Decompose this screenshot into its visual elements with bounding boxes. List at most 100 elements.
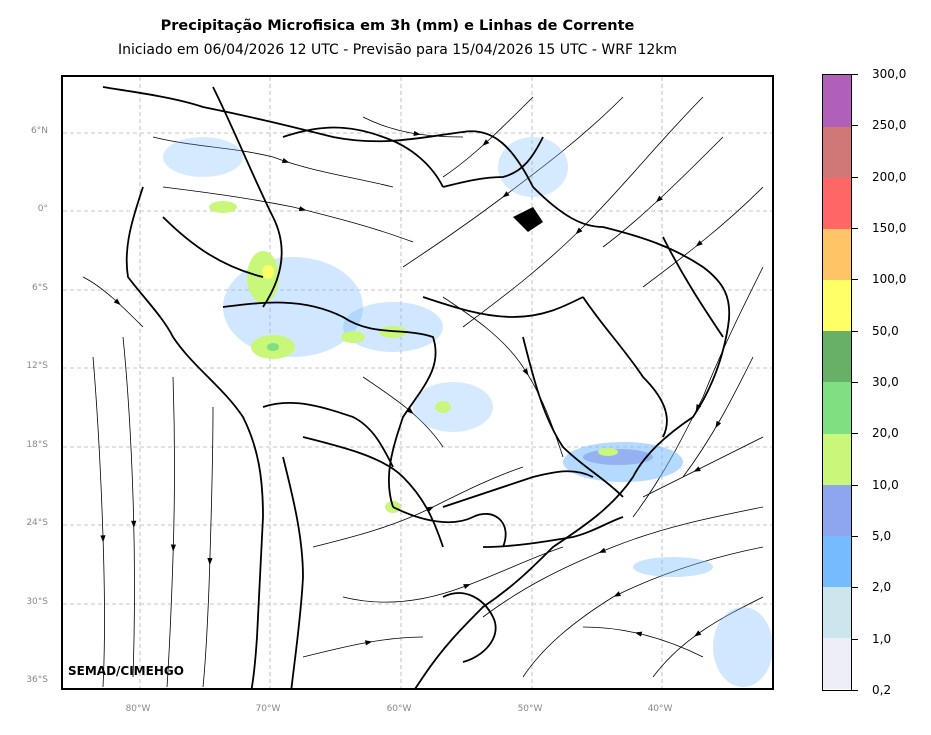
streamline <box>166 376 175 688</box>
streamline <box>682 356 754 478</box>
colorbar-level-label: 100,0 <box>872 272 907 287</box>
border-guianas <box>442 136 544 188</box>
streamline-arrow-icon <box>298 206 307 212</box>
border-brazil-states-6 <box>482 516 624 548</box>
colorbar-segment <box>823 535 851 588</box>
colorbar-level-label: 30,0 <box>872 375 899 389</box>
colorbar-segment <box>823 126 851 178</box>
colorbar-segment <box>823 75 851 127</box>
streamline-arrow-icon <box>694 630 702 637</box>
colorbar-segment <box>823 586 851 639</box>
border-brazil-states-5 <box>442 470 594 508</box>
streamline-arrow-icon <box>365 640 373 646</box>
map-subtitle: Iniciado em 06/04/2026 12 UTC - Previsão… <box>117 42 678 58</box>
border-argentina-north <box>302 436 444 548</box>
colorbar-tick <box>852 330 858 332</box>
precip-area-intense <box>262 265 274 279</box>
colorbar-segment <box>823 177 851 229</box>
streamline <box>522 546 764 678</box>
streamline <box>82 276 144 328</box>
streamline <box>152 136 394 188</box>
precip-area-light <box>498 137 568 197</box>
lat-label-6n: 6°N <box>31 126 48 136</box>
streamline <box>602 136 724 248</box>
colorbar-tick <box>852 382 858 383</box>
andes-border <box>212 86 283 308</box>
gridlines <box>63 77 772 688</box>
colorbar-segment <box>823 382 851 434</box>
streamline <box>202 406 214 688</box>
credit-label: SEMAD/CIMEHGO <box>68 664 184 678</box>
streamline <box>442 296 564 458</box>
colorbar-tick <box>852 228 858 229</box>
precip-area-heavy <box>341 331 365 343</box>
lat-label-24s: 24°S <box>26 518 48 528</box>
border-argentina-chile <box>282 456 304 688</box>
streamline <box>582 626 704 658</box>
streamline-arrow-icon <box>463 584 471 590</box>
lon-label-50w: 50°W <box>517 704 543 714</box>
country-borders <box>102 86 731 688</box>
lat-label-36s: 36°S <box>26 675 48 685</box>
streamline <box>312 466 524 548</box>
colorbar-tick <box>852 279 858 281</box>
border-brazil-states-4 <box>662 236 724 338</box>
precip-area-intense <box>267 343 279 351</box>
colorbar-level-label: 1,0 <box>872 631 892 646</box>
precip-area-heavy <box>435 401 451 413</box>
south-america-coastline <box>102 86 731 688</box>
precip-area-light <box>163 137 243 177</box>
streamline-arrow-icon <box>281 158 290 163</box>
colorbar-level-label: 300,0 <box>872 67 907 81</box>
streamline-arrow-icon <box>170 544 176 552</box>
streamline-arrow-icon <box>131 520 137 528</box>
precipitation-streamline-map <box>63 77 772 688</box>
streamline <box>362 376 444 448</box>
lon-label-40w: 40°W <box>647 704 673 714</box>
lat-label-18s: 18°S <box>26 440 48 450</box>
colorbar-segment <box>823 484 851 536</box>
colorbar-segment <box>823 637 851 690</box>
colorbar-level-label: 20,0 <box>872 426 899 441</box>
streamline <box>482 506 764 618</box>
colorbar-level-label: 0,2 <box>872 683 892 697</box>
streamline-arrow-icon <box>598 547 607 553</box>
colorbar-level-label: 50,0 <box>872 323 899 338</box>
colorbar-tick <box>852 587 858 589</box>
streamline <box>632 266 764 518</box>
streamline <box>642 436 764 498</box>
streamline-arrow-icon <box>207 558 213 566</box>
colorbar-level-label: 250,0 <box>872 118 907 133</box>
lat-label-12s: 12°S <box>26 361 48 371</box>
border-bolivia <box>262 401 394 468</box>
streamline <box>342 546 564 603</box>
streamline-arrow-icon <box>634 631 643 637</box>
streamline-arrow-icon <box>695 403 702 412</box>
amazon-river-mouth <box>513 207 543 232</box>
streamline <box>362 116 464 138</box>
border-paraguay <box>392 506 507 548</box>
colorbar-segment <box>823 228 851 281</box>
streamline-arrow-icon <box>655 195 663 203</box>
streamline <box>442 96 534 178</box>
streamline-arrow-icon <box>693 466 701 472</box>
map-title: Precipitação Microfisica em 3h (mm) e Li… <box>160 18 635 34</box>
border-venezuela <box>282 126 444 188</box>
colorbar-level-label: 2,0 <box>872 580 892 595</box>
streamline-arrow-icon <box>715 420 722 429</box>
streamline-arrow-icon <box>502 191 510 198</box>
colorbar-tick <box>852 484 858 486</box>
streamline-arrow-icon <box>695 240 703 247</box>
streamline <box>162 186 414 243</box>
colorbar-level-label: 150,0 <box>872 221 907 235</box>
colorbar-segment <box>823 330 851 383</box>
streamline <box>92 356 105 688</box>
colorbar-level-label: 10,0 <box>872 477 899 492</box>
streamline-arrow-icon <box>413 130 421 137</box>
colorbar-tick <box>852 690 858 691</box>
streamline <box>462 96 704 328</box>
border-brazil-west <box>222 301 437 508</box>
precipitation-areas <box>163 137 772 687</box>
colorbar-level-label: 5,0 <box>872 529 892 543</box>
streamline <box>302 636 424 658</box>
